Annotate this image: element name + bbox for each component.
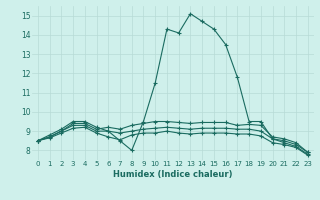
X-axis label: Humidex (Indice chaleur): Humidex (Indice chaleur): [113, 170, 233, 179]
